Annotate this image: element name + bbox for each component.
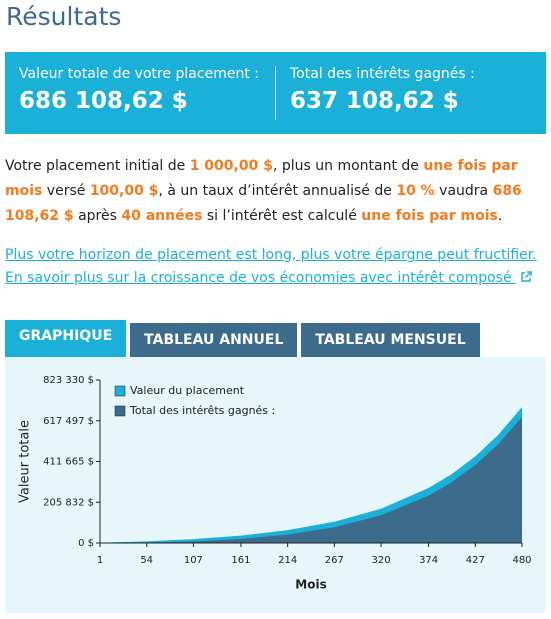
legend-swatch: [114, 385, 126, 397]
text: si l’intérêt est calculé: [202, 208, 362, 224]
legend-label: Total des intérêts gagnés :: [129, 404, 275, 417]
text: vaudra: [434, 183, 493, 199]
legend-label: Valeur du placement: [130, 384, 245, 397]
text: versé: [42, 183, 90, 199]
text: , à un taux d’intérêt annualisé de: [158, 183, 397, 199]
y-axis-label: Valeur totale: [18, 420, 33, 503]
y-tick-label: 0 $: [78, 538, 94, 549]
summary-banner: Valeur totale de votre placement : 686 1…: [5, 52, 546, 134]
title: Résultats: [6, 2, 122, 31]
links: Plus votre horizon de placement est long…: [5, 244, 550, 290]
emphasis: 100,00 $: [89, 183, 159, 199]
summary-box: Total des intérêts gagnés : 637 108,62 $: [275, 66, 546, 120]
link-text: En savoir plus sur la croissance de vos …: [5, 270, 512, 286]
x-axis-label: Mois: [295, 578, 326, 592]
text: .: [497, 208, 503, 224]
chart-panel: 0 $ 205 832 $ 411 665 $ 617 497 $ 823 330 $ 1…: [5, 357, 546, 613]
tab[interactable]: TABLEAU ANNUEL: [130, 323, 298, 357]
x-tick-label: 214: [278, 555, 297, 566]
x-tick-label: 374: [419, 555, 438, 566]
summary-box: Valeur totale de votre placement : 686 1…: [5, 52, 275, 134]
tabs: GRAPHIQUE TABLEAU ANNUEL TABLEAU MENSUEL: [5, 320, 480, 357]
external-icon: [521, 271, 532, 282]
x-tick-label: 320: [371, 555, 390, 566]
text: Votre placement initial de: [5, 158, 190, 174]
x-tick-label: 107: [184, 555, 203, 566]
link[interactable]: En savoir plus sur la croissance de vos …: [5, 267, 550, 290]
area: [100, 416, 522, 543]
emphasis: 40 années: [121, 208, 203, 224]
text: après: [73, 208, 122, 224]
summary-label: Total des intérêts gagnés :: [290, 66, 475, 82]
emphasis: une fois par mois: [5, 158, 518, 199]
emphasis: 686 108,62 $: [5, 183, 522, 224]
y-tick-label: 411 665 $: [43, 457, 94, 468]
summary-value: 686 108,62 $: [19, 88, 188, 114]
legend-swatch: [114, 405, 126, 417]
summary-value: 637 108,62 $: [290, 88, 459, 114]
emphasis: 10 %: [396, 183, 435, 199]
chart: 0 $ 205 832 $ 411 665 $ 617 497 $ 823 330 $ 1…: [18, 375, 532, 592]
y-tick-label: 617 497 $: [43, 416, 94, 427]
tab[interactable]: GRAPHIQUE: [5, 320, 127, 357]
y-tick-label: 823 330 $: [43, 375, 94, 386]
result-paragraph: Votre placement initial de 1 000,00 $, p…: [5, 154, 550, 229]
tab[interactable]: TABLEAU MENSUEL: [301, 323, 480, 357]
x-tick-label: 161: [231, 555, 250, 566]
y-tick-label: 205 832 $: [43, 497, 94, 508]
x-tick-label: 267: [325, 555, 344, 566]
text: , plus un montant de: [272, 158, 424, 174]
emphasis: 1 000,00 $: [189, 158, 273, 174]
x-tick-label: 1: [97, 555, 103, 566]
emphasis: une fois par mois: [361, 208, 498, 224]
link[interactable]: Plus votre horizon de placement est long…: [5, 247, 537, 263]
x-tick-label: 54: [140, 555, 153, 566]
x-tick-label: 427: [466, 555, 485, 566]
summary-label: Valeur totale de votre placement :: [19, 66, 259, 82]
x-tick-label: 480: [512, 555, 531, 566]
